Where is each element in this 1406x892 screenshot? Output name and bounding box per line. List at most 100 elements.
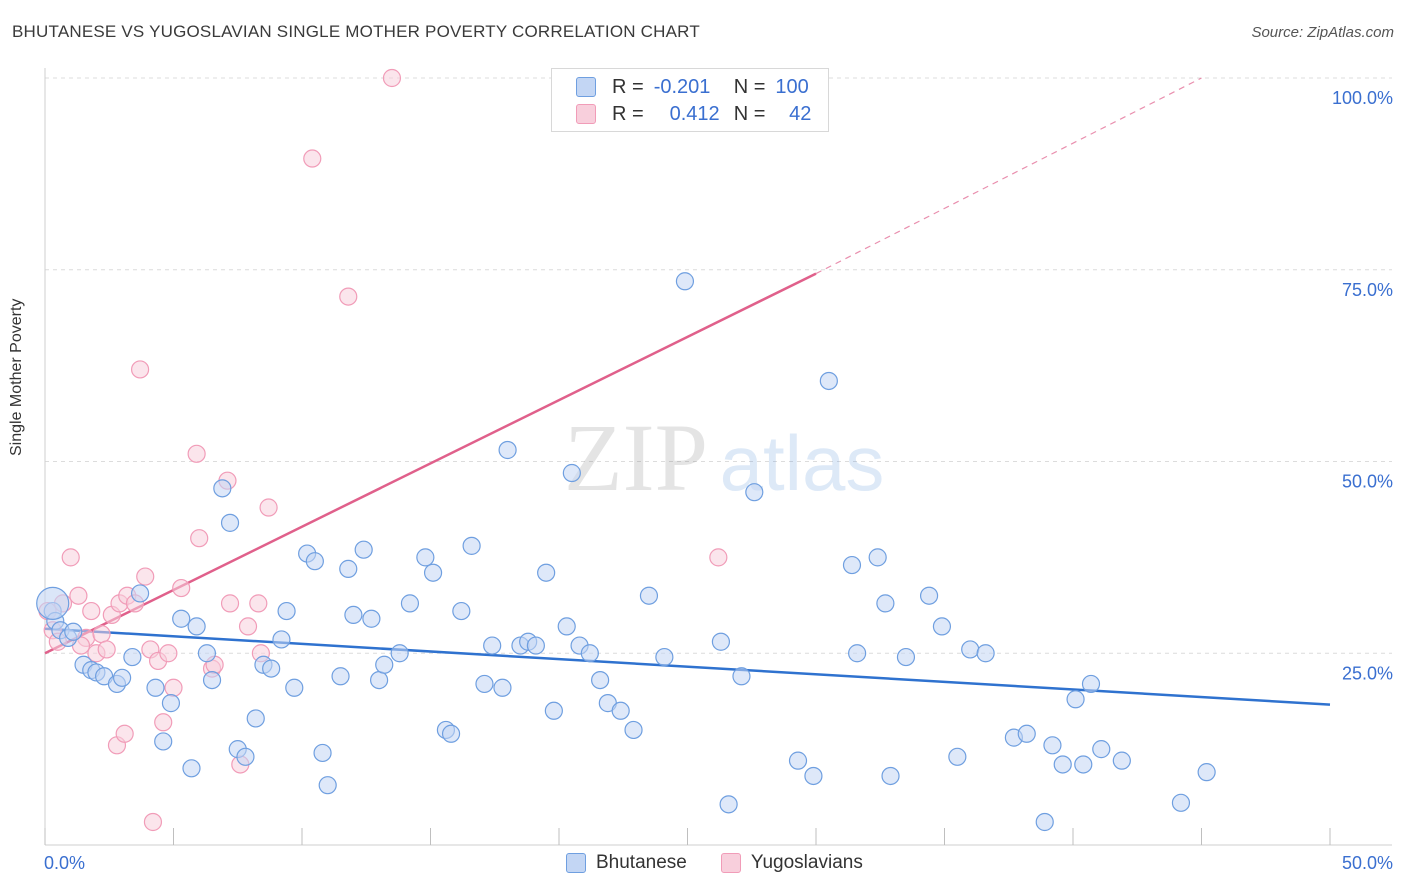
- bhutanese-point: [611, 701, 630, 720]
- x-tick-label: 0.0%: [44, 853, 85, 873]
- bhutanese-point: [246, 709, 265, 728]
- bhutanese-point: [976, 644, 995, 663]
- bhutanese-point: [842, 555, 862, 575]
- yugoslavians-point: [159, 644, 178, 663]
- yugoslavians-point: [143, 812, 163, 832]
- bhutanese-point: [1074, 755, 1093, 774]
- bhutanese-point: [197, 644, 217, 663]
- yugoslavians-point: [190, 529, 209, 548]
- r-label: R =: [612, 102, 644, 125]
- bhutanese-point: [375, 655, 394, 674]
- bhutanese-point: [493, 678, 512, 697]
- bhutanese-point: [1112, 751, 1131, 770]
- yugoslavians-point: [164, 678, 183, 697]
- bhutanese-point: [277, 601, 296, 621]
- bhutanese-point: [262, 659, 281, 678]
- bhutanese-point: [961, 640, 980, 659]
- bhutanese-point: [881, 766, 900, 786]
- bhutanese-point: [318, 776, 337, 795]
- bhutanese-point: [112, 668, 132, 687]
- bhutanese-point: [213, 479, 232, 498]
- bhutanese-trend-line: [44, 627, 1331, 706]
- yugoslavians-point: [303, 149, 322, 168]
- legend-row-yugoslavians: R = 0.412 N = 42: [576, 102, 811, 126]
- yugoslavians-point: [339, 287, 358, 306]
- bhutanese-point: [1066, 690, 1085, 709]
- r-value: -0.201: [653, 75, 711, 98]
- legend-item-yugoslavians: Yugoslavians: [720, 852, 863, 874]
- bhutanese-point: [285, 678, 304, 697]
- yugoslavians-point: [154, 713, 173, 732]
- bhutanese-point: [344, 605, 363, 625]
- y-tick-label: 25.0%: [1342, 663, 1393, 683]
- n-value: 100: [775, 75, 809, 98]
- bhutanese-point: [804, 766, 823, 786]
- yugoslavians-point: [259, 498, 278, 517]
- correlation-legend: R = -0.201 N = 100 R = 0.412 N = 42: [551, 68, 829, 132]
- yugoslavians-point: [187, 444, 206, 463]
- legend-row-bhutanese: R = -0.201 N = 100: [576, 75, 809, 99]
- yugoslavians-point: [61, 548, 80, 567]
- yugoslavians-point: [172, 578, 191, 598]
- bhutanese-point: [202, 670, 222, 690]
- bhutanese-point: [483, 636, 502, 655]
- bhutanese-point: [948, 747, 967, 766]
- bhutanese-point: [362, 609, 381, 628]
- n-label: N =: [733, 102, 766, 125]
- bhutanese-point: [220, 513, 240, 532]
- bhutanese-point: [187, 617, 206, 636]
- bhutanese-point: [452, 601, 471, 621]
- bhutanese-point: [1043, 736, 1062, 755]
- bhutanese-point: [1171, 793, 1191, 812]
- bhutanese-point: [36, 586, 70, 620]
- bhutanese-point: [1035, 812, 1054, 832]
- r-label: R =: [612, 75, 644, 98]
- watermark-zip: ZIP: [564, 404, 708, 511]
- bhutanese-point: [732, 667, 751, 686]
- y-tick-label: 75.0%: [1342, 280, 1393, 300]
- n-label: N =: [733, 75, 766, 98]
- bhutanese-point: [580, 644, 599, 663]
- yugoslavians-point: [82, 601, 101, 621]
- y-axis-label: Single Mother Poverty: [8, 298, 25, 456]
- bhutanese-point: [64, 622, 83, 641]
- bhutanese-point: [848, 644, 867, 663]
- bhutanese-point: [498, 440, 517, 460]
- bhutanese-point: [416, 548, 435, 567]
- bhutanese-point: [331, 667, 350, 686]
- bhutanese-point: [475, 674, 494, 694]
- x-tick-label: 50.0%: [1342, 853, 1393, 873]
- series-legend: Bhutanese Yugoslavians: [566, 852, 897, 874]
- bhutanese-swatch: [566, 853, 586, 873]
- bhutanese-point: [719, 795, 738, 814]
- yugoslavians-point: [136, 567, 155, 586]
- bhutanese-point: [1197, 763, 1216, 782]
- n-value: 42: [789, 102, 812, 125]
- yugoslavians-point: [220, 594, 240, 613]
- yugoslavians-swatch: [576, 104, 596, 124]
- chart-title: BHUTANESE VS YUGOSLAVIAN SINGLE MOTHER P…: [12, 22, 700, 41]
- bhutanese-point: [172, 609, 191, 628]
- bhutanese-point: [876, 594, 895, 613]
- bhutanese-point: [919, 586, 939, 605]
- trend-lines: [44, 77, 1331, 706]
- bhutanese-point: [932, 617, 952, 636]
- yugoslavians-trend-extension: [815, 77, 1202, 275]
- bhutanese-point: [390, 644, 409, 663]
- bhutanese-point: [130, 584, 150, 603]
- bhutanese-point: [146, 678, 165, 697]
- bhutanese-point: [313, 743, 332, 763]
- data-points: [36, 68, 1216, 832]
- yugoslavians-point: [130, 360, 150, 379]
- bhutanese-point: [655, 647, 674, 667]
- bhutanese-point: [896, 647, 916, 667]
- bhutanese-point: [1053, 755, 1072, 774]
- grid-lines: [45, 77, 1392, 654]
- bhutanese-point: [1017, 724, 1036, 743]
- bhutanese-point: [370, 670, 389, 690]
- watermark-atlas: atlas: [720, 419, 885, 507]
- bhutanese-point: [1092, 740, 1111, 759]
- yugoslavians-point: [249, 594, 268, 613]
- yugoslavians-point: [97, 640, 116, 659]
- axes: [44, 68, 1392, 846]
